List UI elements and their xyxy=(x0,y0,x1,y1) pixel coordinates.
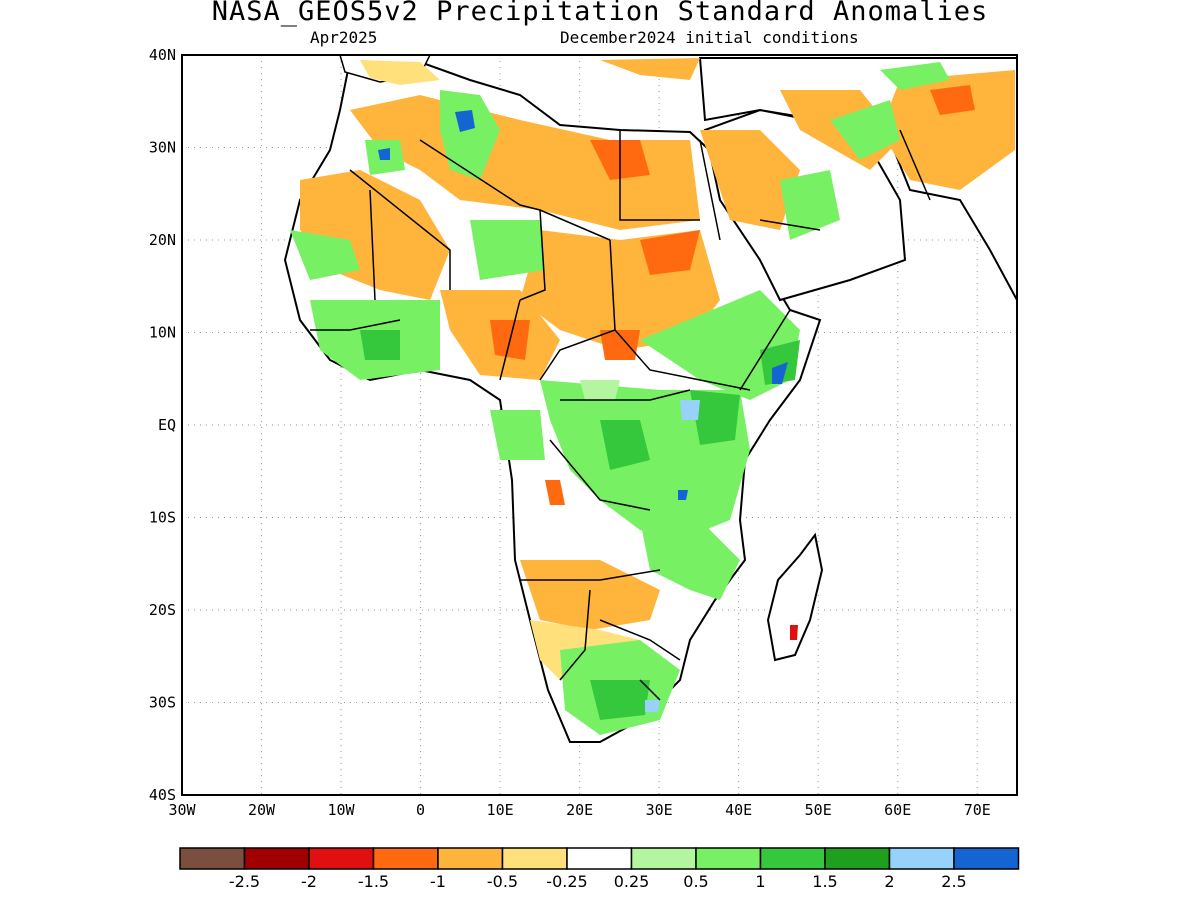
colorbar-label: 2.5 xyxy=(941,872,966,891)
longitude-label: 20W xyxy=(248,801,276,819)
longitude-label: 50E xyxy=(805,801,832,819)
longitude-label: 30W xyxy=(168,801,196,819)
dry-anomalies xyxy=(300,58,1015,680)
latitude-label: 10N xyxy=(149,324,176,342)
longitude-label: 10W xyxy=(328,801,356,819)
colorbar-swatch xyxy=(630,847,697,870)
forecast-month: Apr2025 xyxy=(310,28,378,47)
colorbar-swatch xyxy=(566,847,633,870)
latitude-label: EQ xyxy=(158,416,176,434)
latitude-label: 20S xyxy=(149,601,176,619)
colorbar-swatch xyxy=(179,847,246,870)
colorbar-label: 0.25 xyxy=(614,872,650,891)
initial-conditions: December2024 initial conditions xyxy=(560,28,859,47)
colorbar-label: 1 xyxy=(755,872,765,891)
colorbar-label: -2 xyxy=(301,872,317,891)
colorbar-swatch xyxy=(953,847,1020,870)
anomaly-field xyxy=(283,55,1017,743)
colorbar-label: 1.5 xyxy=(812,872,837,891)
colorbar-swatch xyxy=(695,847,762,870)
colorbar-swatch xyxy=(308,847,375,870)
colorbar-swatch xyxy=(888,847,955,870)
latitude-label: 10S xyxy=(149,509,176,527)
colorbar-label: -2.5 xyxy=(229,872,260,891)
longitude-label: 10E xyxy=(487,801,514,819)
wet-anomalies xyxy=(290,62,950,735)
longitude-label: 70E xyxy=(964,801,991,819)
madagascar xyxy=(766,532,824,662)
latitude-label: 30N xyxy=(149,139,176,157)
longitude-tick-labels: 30W 20W 10W 0 10E 20E 30E 40E 50E 60E 70E xyxy=(168,801,990,819)
latitude-label: 40S xyxy=(149,786,176,804)
colorbar-swatch xyxy=(372,847,439,870)
colorbar-swatch xyxy=(824,847,891,870)
latitude-label: 30S xyxy=(149,694,176,712)
colorbar-swatch xyxy=(437,847,504,870)
colorbar-swatch xyxy=(243,847,310,870)
colorbar-swatch xyxy=(759,847,826,870)
colorbar-label: -0.5 xyxy=(487,872,518,891)
longitude-label: 0 xyxy=(416,801,425,819)
longitude-label: 60E xyxy=(884,801,911,819)
colorbar-label: 0.5 xyxy=(683,872,708,891)
longitude-label: 30E xyxy=(646,801,673,819)
latitude-tick-labels: 40N 30N 20N 10N EQ 10S 20S 30S 40S xyxy=(149,46,176,804)
colorbar-label: -0.25 xyxy=(546,872,587,891)
map-frame xyxy=(181,54,1018,796)
latitude-label: 20N xyxy=(149,231,176,249)
longitude-label: 20E xyxy=(566,801,593,819)
colorbar-labels: -2.5 -2 -1.5 -1 -0.5 -0.25 0.25 0.5 1 1.5 2 2.5 xyxy=(229,872,967,891)
latitude-label: 40N xyxy=(149,46,176,64)
colorbar-label: 2 xyxy=(884,872,894,891)
longitude-label: 40E xyxy=(725,801,752,819)
country-borders xyxy=(310,129,931,701)
colorbar-label: -1 xyxy=(430,872,446,891)
colorbar-label: -1.5 xyxy=(358,872,389,891)
chart-title: NASA_GEOS5v2 Precipitation Standard Anom… xyxy=(211,0,989,27)
colorbar xyxy=(179,847,1020,870)
colorbar-swatch xyxy=(501,847,568,870)
